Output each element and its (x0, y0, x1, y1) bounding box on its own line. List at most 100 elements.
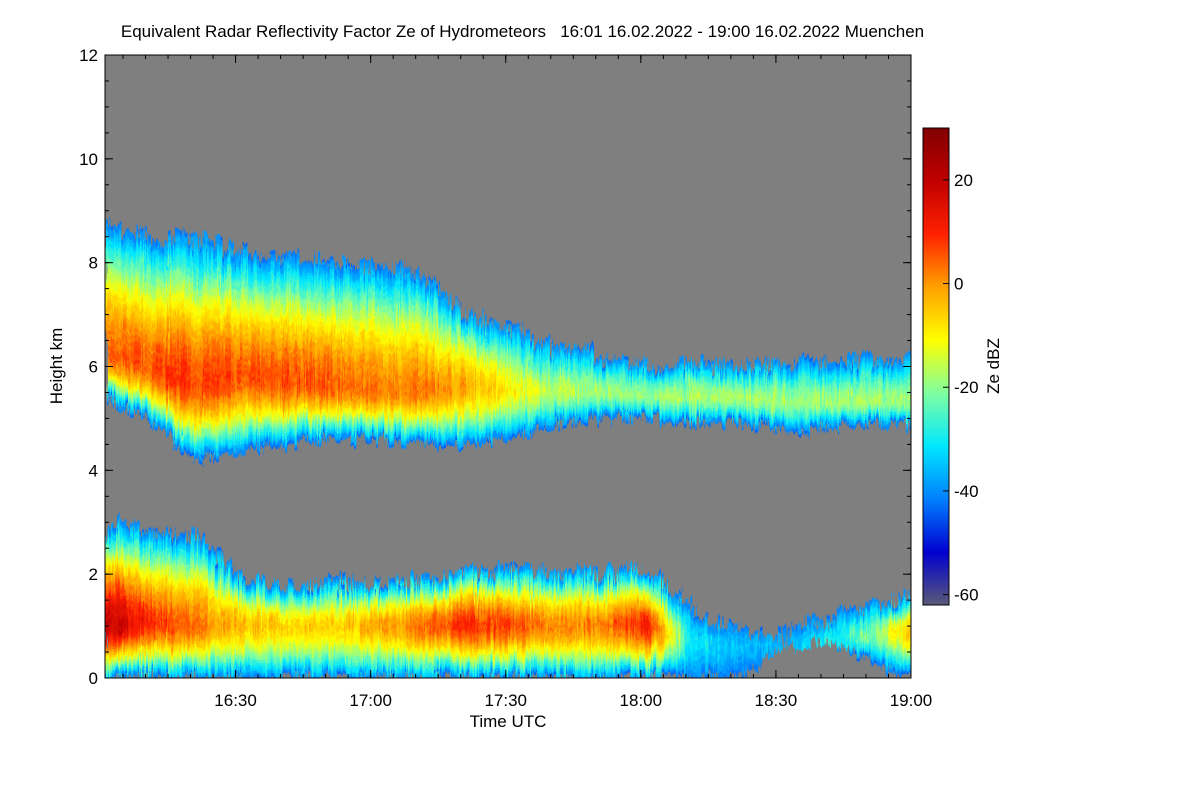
reflectivity-cell (231, 263, 234, 267)
reflectivity-cell (233, 385, 237, 390)
reflectivity-cell (116, 354, 120, 358)
reflectivity-cell (235, 357, 239, 362)
reflectivity-cell (228, 438, 232, 443)
reflectivity-cell (154, 346, 158, 351)
reflectivity-cell (208, 317, 212, 322)
reflectivity-cell (136, 400, 140, 405)
reflectivity-cell (143, 345, 147, 350)
reflectivity-cell (120, 387, 124, 392)
reflectivity-cell (125, 266, 129, 270)
reflectivity-cell (237, 388, 241, 392)
reflectivity-cell (199, 407, 203, 412)
reflectivity-cell (138, 380, 142, 385)
reflectivity-cell (174, 264, 178, 269)
reflectivity-cell (192, 339, 196, 344)
reflectivity-cell (107, 265, 111, 270)
reflectivity-cell (233, 366, 237, 371)
reflectivity-cell (231, 415, 234, 420)
reflectivity-cell (134, 294, 138, 298)
reflectivity-cell (231, 418, 234, 423)
reflectivity-cell (188, 389, 192, 394)
reflectivity-cell (208, 370, 212, 375)
reflectivity-cell (136, 266, 140, 271)
reflectivity-cell (105, 270, 108, 274)
reflectivity-cell (210, 365, 214, 370)
reflectivity-cell (116, 341, 120, 346)
reflectivity-cell (179, 286, 183, 291)
reflectivity-cell (231, 331, 234, 336)
reflectivity-cell (125, 263, 129, 267)
reflectivity-cell (170, 373, 174, 377)
reflectivity-cell (154, 293, 158, 298)
reflectivity-cell (210, 337, 214, 342)
reflectivity-cell (192, 426, 196, 431)
reflectivity-cell (165, 309, 169, 314)
reflectivity-cell (210, 331, 214, 336)
reflectivity-cell (199, 270, 203, 275)
reflectivity-cell (120, 340, 124, 345)
reflectivity-cell (159, 346, 162, 351)
reflectivity-cell (168, 279, 171, 284)
reflectivity-cell (201, 291, 205, 296)
reflectivity-cell (111, 253, 115, 257)
reflectivity-cell (161, 257, 165, 262)
reflectivity-cell (235, 279, 239, 284)
reflectivity-cell (177, 374, 180, 379)
reflectivity-cell (134, 340, 138, 345)
reflectivity-cell (190, 323, 194, 328)
reflectivity-cell (217, 295, 221, 300)
reflectivity-cell (215, 271, 219, 275)
reflectivity-cell (118, 280, 122, 285)
reflectivity-cell (111, 321, 115, 326)
reflectivity-cell (143, 339, 147, 343)
reflectivity-cell (235, 410, 239, 414)
reflectivity-cell (161, 320, 165, 324)
reflectivity-cell (195, 376, 198, 381)
reflectivity-cell (111, 246, 115, 251)
reflectivity-cell (111, 330, 115, 335)
reflectivity-cell (147, 251, 151, 256)
reflectivity-cell (127, 322, 131, 327)
reflectivity-cell (174, 432, 178, 437)
reflectivity-cell (111, 371, 115, 376)
reflectivity-cell (150, 378, 153, 383)
reflectivity-cell (219, 395, 223, 400)
reflectivity-cell (206, 429, 210, 434)
reflectivity-cell (231, 278, 234, 283)
reflectivity-cell (174, 355, 178, 359)
reflectivity-cell (154, 244, 158, 248)
reflectivity-cell (228, 319, 232, 324)
reflectivity-cell (111, 340, 115, 344)
reflectivity-cell (197, 306, 201, 311)
reflectivity-cell (111, 393, 115, 397)
reflectivity-cell (190, 410, 194, 415)
reflectivity-cell (159, 343, 162, 348)
reflectivity-cell (183, 276, 187, 281)
reflectivity-cell (138, 243, 142, 248)
reflectivity-cell (206, 426, 210, 431)
reflectivity-cell (118, 355, 122, 360)
reflectivity-cell (206, 401, 210, 406)
reflectivity-cell (201, 354, 205, 358)
reflectivity-cell (226, 411, 230, 415)
reflectivity-cell (215, 286, 219, 291)
reflectivity-cell (204, 236, 207, 241)
reflectivity-cell (179, 380, 183, 384)
reflectivity-cell (156, 417, 160, 421)
reflectivity-cell (141, 370, 144, 375)
reflectivity-cell (159, 243, 162, 248)
reflectivity-cell (129, 304, 133, 308)
reflectivity-cell (235, 310, 239, 315)
reflectivity-cell (156, 249, 160, 253)
reflectivity-cell (192, 417, 196, 422)
reflectivity-cell (154, 349, 158, 354)
reflectivity-cell (138, 277, 142, 282)
reflectivity-cell (217, 286, 221, 290)
reflectivity-cell (163, 243, 167, 248)
reflectivity-cell (127, 248, 131, 252)
reflectivity-cell (163, 402, 167, 406)
reflectivity-cell (154, 312, 158, 317)
reflectivity-cell (224, 300, 228, 304)
reflectivity-cell (105, 323, 108, 327)
reflectivity-cell (228, 304, 232, 309)
